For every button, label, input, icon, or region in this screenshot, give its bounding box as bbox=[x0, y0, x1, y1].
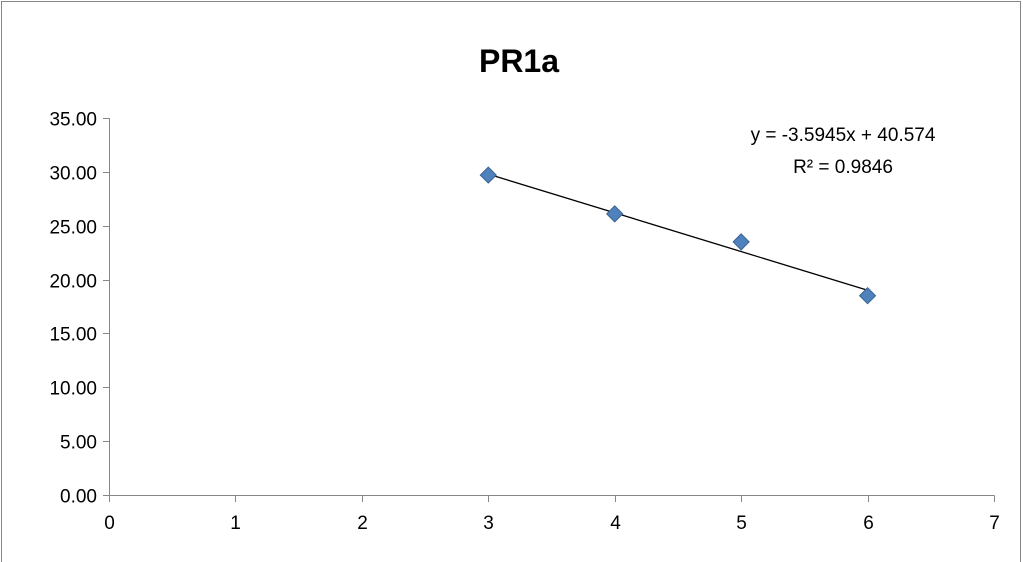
y-tick-label: 0.00 bbox=[60, 487, 97, 508]
y-tick-label: 15.00 bbox=[49, 325, 97, 346]
x-tick-label: 7 bbox=[989, 513, 1000, 534]
y-tick-label: 20.00 bbox=[49, 272, 97, 293]
chart-title: PR1a bbox=[479, 43, 559, 79]
x-axis: 0 1 2 3 4 5 6 7 bbox=[104, 495, 1000, 534]
y-axis: 0.00 5.00 10.00 15.00 20.00 25.00 30.00 35.00 bbox=[49, 110, 110, 508]
y-tick-label: 35.00 bbox=[49, 110, 97, 131]
x-tick-label: 3 bbox=[483, 513, 494, 534]
x-tick-label: 4 bbox=[610, 513, 621, 534]
y-tick-label: 25.00 bbox=[49, 218, 97, 239]
y-tick-label: 30.00 bbox=[49, 164, 97, 185]
trendline-equation: y = -3.5945x + 40.574 bbox=[751, 125, 936, 146]
x-tick-label: 0 bbox=[104, 513, 115, 534]
x-tick-label: 1 bbox=[230, 513, 241, 534]
x-tick-label: 5 bbox=[736, 513, 747, 534]
trendline-r-squared: R² = 0.9846 bbox=[793, 157, 893, 178]
trendline bbox=[488, 173, 868, 291]
data-point-diamond bbox=[606, 205, 624, 223]
x-tick-label: 2 bbox=[357, 513, 368, 534]
data-point-diamond bbox=[858, 287, 877, 305]
x-tick-label: 6 bbox=[863, 513, 874, 534]
y-tick-label: 10.00 bbox=[49, 379, 97, 400]
trendline-layer bbox=[488, 173, 868, 291]
y-tick-label: 5.00 bbox=[60, 433, 97, 454]
data-points bbox=[479, 166, 877, 305]
data-point-diamond bbox=[479, 166, 497, 184]
data-point-diamond bbox=[732, 233, 750, 251]
